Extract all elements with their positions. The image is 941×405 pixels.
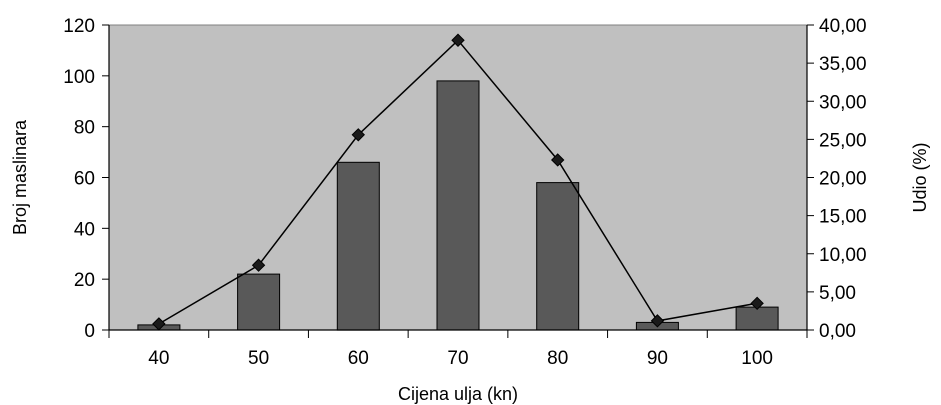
left-tick-label: 80 [74, 118, 95, 139]
x-tick-label-100: 100 [741, 348, 773, 369]
left-tick-label: 120 [63, 16, 95, 37]
left-tick-label: 40 [74, 219, 95, 240]
left-axis-ticks: 0 20 40 60 80 100 120 [63, 16, 109, 342]
line-point-70 [451, 33, 465, 47]
bar-60 [336, 161, 380, 331]
x-tick-label-90: 90 [647, 348, 668, 369]
line-point-80 [551, 153, 565, 167]
bar-series [137, 80, 779, 331]
line-point-90 [650, 314, 665, 328]
bar-50 [237, 273, 281, 331]
bar-70 [436, 80, 480, 331]
x-tick-label-80: 80 [547, 348, 568, 369]
right-tick-label: 0,00 [819, 321, 856, 342]
x-axis-ticks: 40 50 60 70 80 90 100 [108, 330, 808, 369]
right-tick-label: 25,00 [819, 130, 867, 151]
line-point-100 [750, 296, 764, 311]
right-tick-label: 40,00 [819, 16, 867, 37]
line-series [152, 33, 764, 331]
left-tick-label: 20 [74, 270, 95, 291]
right-axis-ticks: 0,00 5,00 10,00 15,00 20,00 25,00 30,00 35,00 40… [807, 16, 867, 342]
left-tick-label: 100 [63, 67, 95, 88]
x-tick-label-60: 60 [348, 348, 369, 369]
right-tick-label: 15,00 [819, 207, 867, 228]
line-point-50 [251, 258, 266, 272]
y2-axis-title: Udio (%) [910, 142, 930, 212]
bar-80 [536, 182, 580, 331]
y-axis-title: Broj maslinara [10, 119, 30, 235]
left-tick-label: 0 [84, 321, 95, 342]
right-tick-label: 10,00 [819, 245, 867, 266]
left-tick-label: 60 [74, 169, 95, 190]
x-tick-label-70: 70 [447, 348, 468, 369]
x-tick-label-50: 50 [248, 348, 269, 369]
right-tick-label: 30,00 [819, 92, 867, 113]
line-point-60 [351, 128, 365, 142]
line-point-40 [152, 317, 166, 331]
right-tick-label: 20,00 [819, 169, 867, 190]
x-tick-label-40: 40 [148, 348, 169, 369]
right-tick-label: 5,00 [819, 283, 856, 304]
right-tick-label: 35,00 [819, 54, 867, 75]
bar-100 [735, 306, 779, 331]
x-axis-title: Cijena ulja (kn) [398, 384, 518, 404]
